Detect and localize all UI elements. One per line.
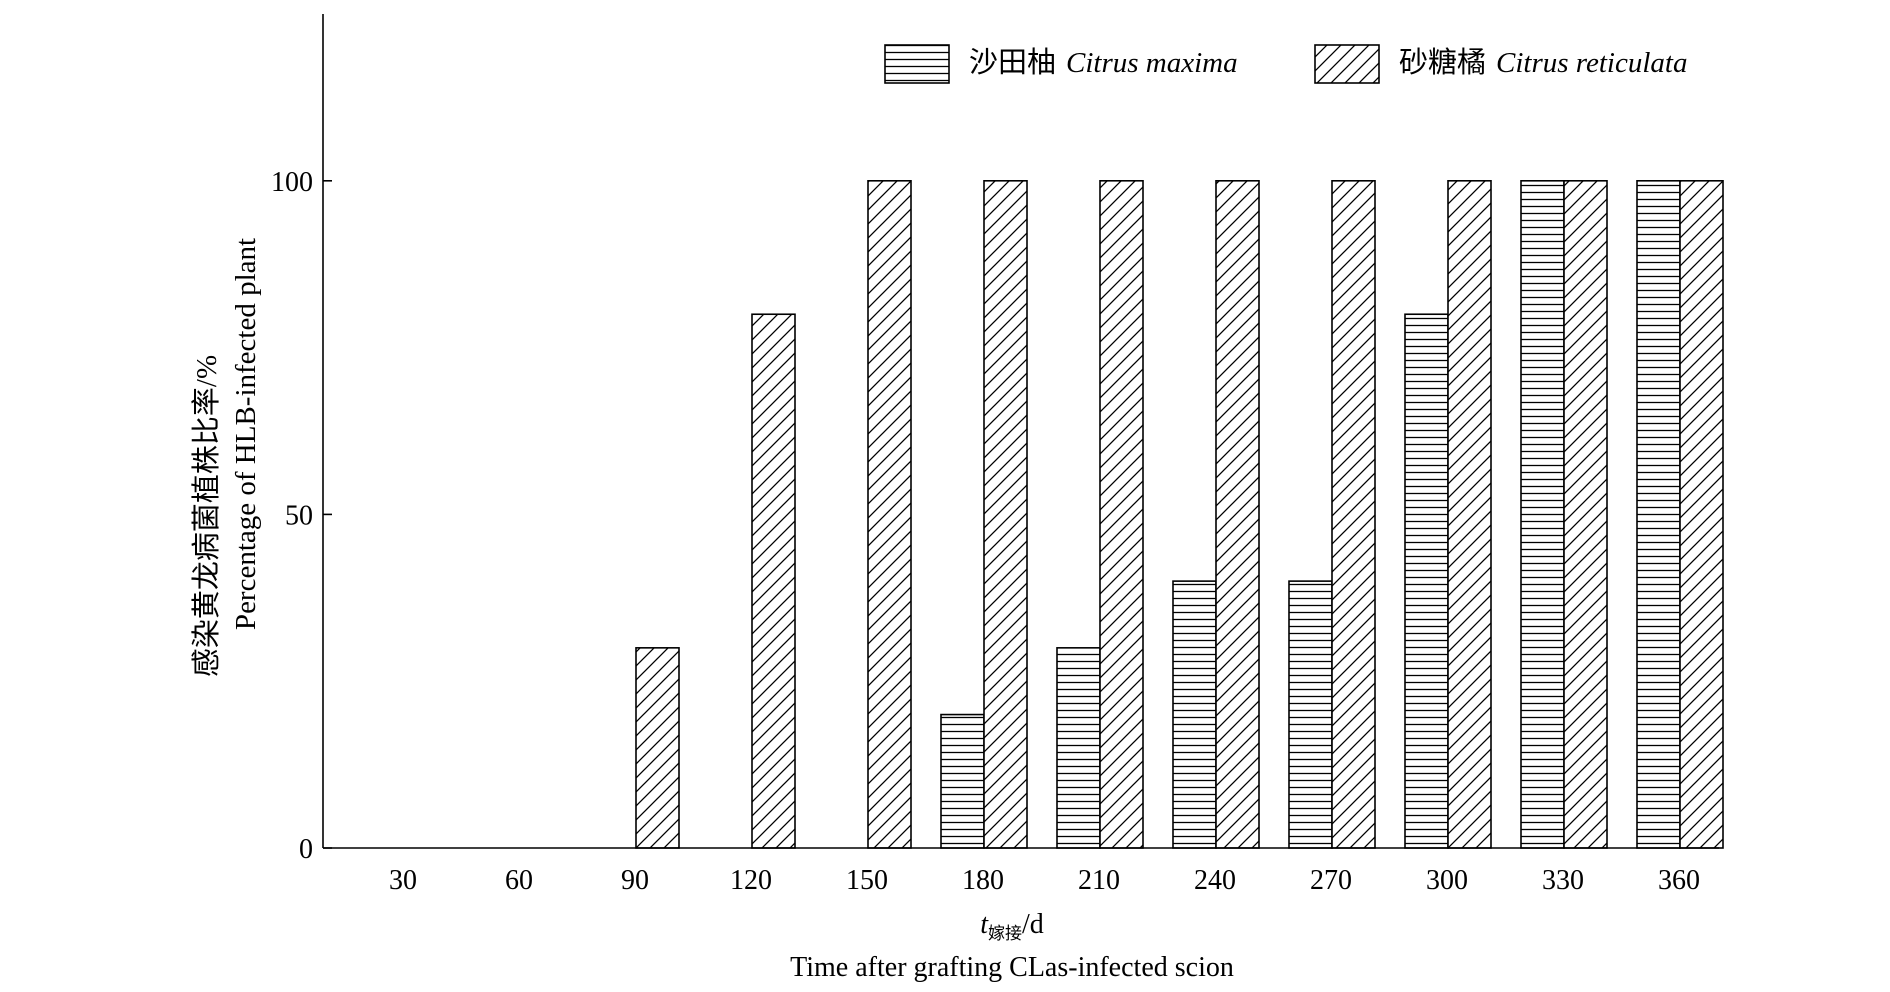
x-tick-label-270: 270: [1310, 865, 1352, 896]
y-axis-title-english: Percentage of HLB-infected plant: [230, 238, 262, 630]
y-tick-label-100: 100: [271, 167, 313, 198]
x-tick-label-330: 330: [1542, 865, 1584, 896]
legend-series-1-chinese: 沙田柚: [969, 46, 1056, 79]
bar-series-1-210: [1056, 647, 1101, 849]
x-tick-label-120: 120: [730, 865, 772, 896]
bar-series-2-90: [635, 647, 680, 849]
x-tick-label-60: 60: [505, 865, 533, 896]
bar-series-1-240: [1172, 580, 1217, 849]
bars-layer: [635, 180, 1724, 849]
y-axis-title-chinese: 感染黄龙病菌植株比率/%: [190, 355, 223, 677]
bar-series-2-120: [751, 313, 796, 849]
bar-series-2-180: [983, 180, 1028, 849]
legend-swatch-series-1: [884, 44, 950, 84]
x-ticks: 30 60 90 120 150 180 210 240 270 300 330 360: [389, 865, 1700, 896]
x-axis-subscript: 嫁接: [988, 924, 1022, 943]
legend-label-series-1: 沙田柚 Citrus maxima: [969, 46, 1238, 79]
y-tick-label-50: 50: [285, 500, 313, 531]
bar-series-2-270: [1331, 180, 1376, 849]
bar-series-1-180: [940, 713, 985, 849]
bar-series-1-270: [1288, 580, 1333, 849]
legend: 沙田柚 Citrus maxima 砂糖橘 Citrus reticulata: [884, 44, 1687, 84]
x-tick-label-240: 240: [1194, 865, 1236, 896]
y-ticks: 0 50 100: [271, 167, 332, 865]
x-tick-label-30: 30: [389, 865, 417, 896]
bar-series-1-300: [1404, 313, 1449, 849]
y-tick-label-0: 0: [299, 834, 313, 865]
x-tick-label-210: 210: [1078, 865, 1120, 896]
x-tick-label-360: 360: [1658, 865, 1700, 896]
legend-swatch-series-2: [1314, 44, 1380, 84]
legend-series-1-latin: Citrus maxima: [1066, 47, 1238, 79]
x-axis-title-symbol: t嫁接/d: [980, 909, 1044, 943]
bar-series-2-210: [1099, 180, 1144, 849]
bar-series-2-300: [1447, 180, 1492, 849]
bar-series-2-150: [867, 180, 912, 849]
x-tick-label-90: 90: [621, 865, 649, 896]
bar-series-2-360: [1679, 180, 1724, 849]
bar-series-2-330: [1563, 180, 1608, 849]
x-tick-label-300: 300: [1426, 865, 1468, 896]
x-tick-label-180: 180: [962, 865, 1004, 896]
legend-label-series-2: 砂糖橘 Citrus reticulata: [1399, 46, 1687, 79]
bar-series-1-360: [1636, 180, 1681, 849]
bar-series-1-330: [1520, 180, 1565, 849]
x-axis-unit: /d: [1022, 909, 1044, 940]
legend-series-2-chinese: 砂糖橘: [1399, 46, 1486, 79]
bar-series-2-240: [1215, 180, 1260, 849]
x-tick-label-150: 150: [846, 865, 888, 896]
x-axis-title-english: Time after grafting CLas-infected scion: [790, 952, 1234, 983]
legend-series-2-latin: Citrus reticulata: [1496, 47, 1687, 79]
x-axis-variable: t: [980, 909, 989, 940]
